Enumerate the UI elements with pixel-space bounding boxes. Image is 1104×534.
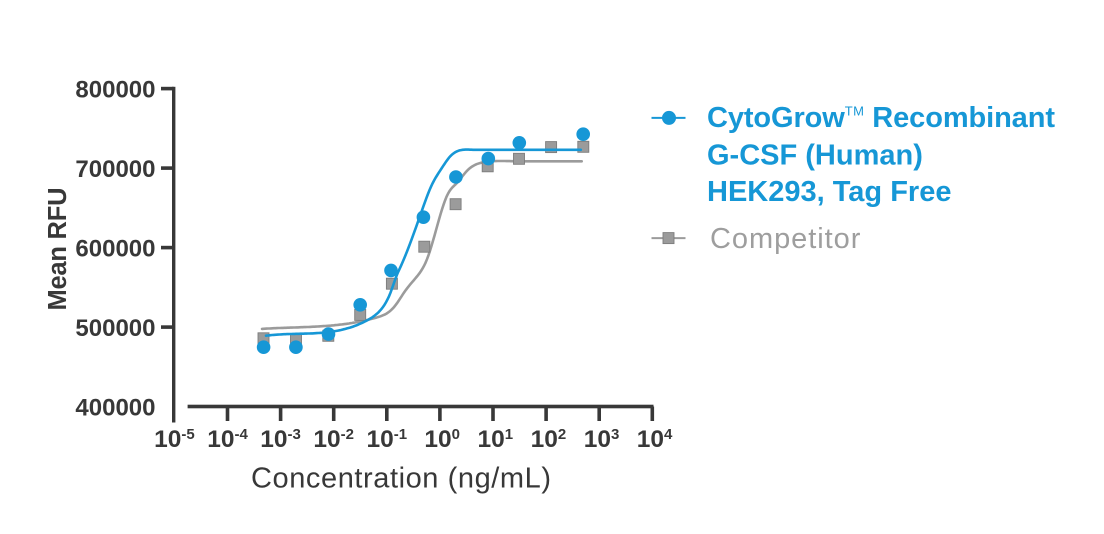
svg-text:CytoGrowTM Recombinant: CytoGrowTM Recombinant <box>707 102 1055 134</box>
svg-text:HEK293, Tag Free: HEK293, Tag Free <box>707 176 951 208</box>
svg-text:500000: 500000 <box>75 315 155 342</box>
svg-text:800000: 800000 <box>75 77 155 104</box>
svg-text:Competitor: Competitor <box>710 223 861 255</box>
svg-text:700000: 700000 <box>75 156 155 183</box>
svg-text:Concentration (ng/mL): Concentration (ng/mL) <box>251 462 551 494</box>
svg-text:Mean RFU: Mean RFU <box>44 188 72 311</box>
svg-text:400000: 400000 <box>75 395 155 422</box>
svg-text:G-CSF (Human): G-CSF (Human) <box>707 139 923 171</box>
svg-text:10-5: 10-5 <box>154 426 195 453</box>
svg-text:10-4: 10-4 <box>207 426 248 453</box>
svg-text:600000: 600000 <box>75 236 155 263</box>
